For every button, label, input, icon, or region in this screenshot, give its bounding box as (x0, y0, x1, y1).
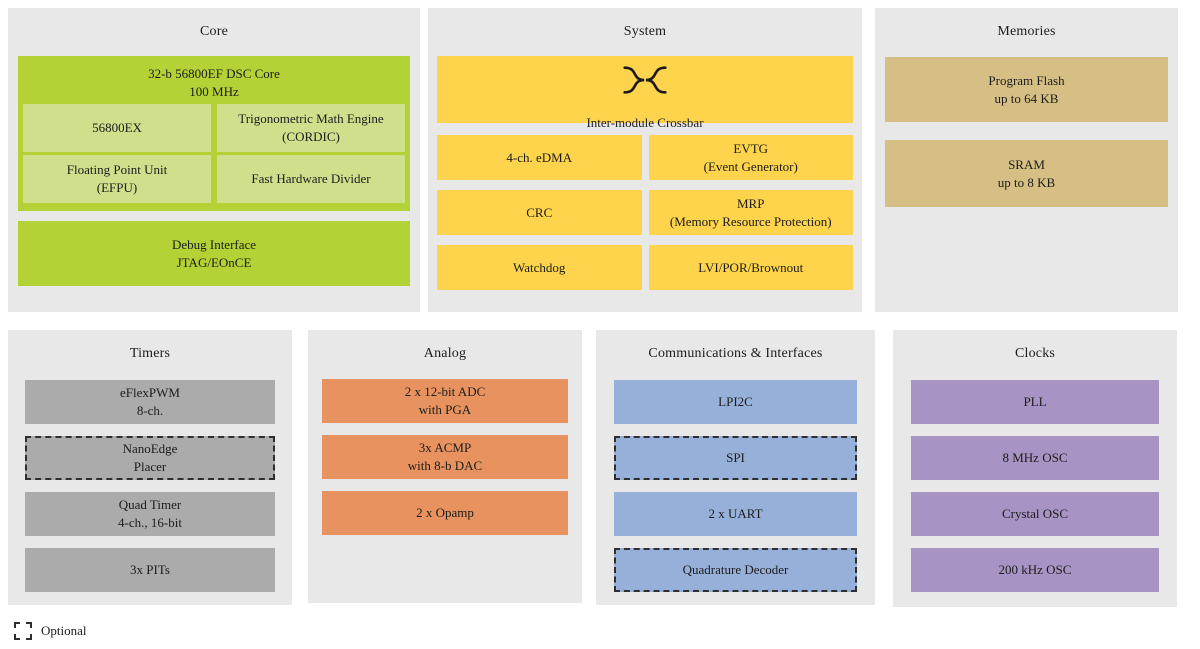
block-crystal-osc: Crystal OSC (911, 492, 1159, 536)
block-floating-point-unit: Floating Point Unit (EFPU) (23, 155, 211, 203)
crossbar-icon (618, 48, 672, 113)
block-program-flash: Program Flash up to 64 KB (885, 57, 1168, 122)
block-pll: PLL (911, 380, 1159, 424)
panel-analog: Analog 2 x 12-bit ADC with PGA 3x ACMP w… (308, 330, 582, 603)
block-8mhz-osc: 8 MHz OSC (911, 436, 1159, 480)
block-nanoedge-placer: NanoEdge Placer (25, 436, 275, 480)
block-lpi2c: LPI2C (614, 380, 857, 424)
block-evtg: EVTG (Event Generator) (648, 135, 853, 180)
block-200khz-osc: 200 kHz OSC (911, 548, 1159, 592)
block-watchdog: Watchdog (437, 245, 642, 290)
block-56800ex: 56800EX (23, 104, 211, 152)
block-eflexpwm: eFlexPWM 8-ch. (25, 380, 275, 424)
panel-clocks-title: Clocks (1014, 346, 1056, 361)
block-crc: CRC (437, 190, 642, 235)
block-lvi-por-brownout: LVI/POR/Brownout (648, 245, 853, 290)
panel-communications: Communications & Interfaces LPI2C SPI 2 … (596, 330, 875, 605)
panel-memories: Memories Program Flash up to 64 KB SRAM … (875, 8, 1178, 312)
core-sub-grid: 56800EX Trigonometric Math Engine (CORDI… (23, 104, 405, 203)
panel-core-title: Core (199, 24, 228, 39)
panel-communications-title: Communications & Interfaces (648, 346, 823, 361)
block-fast-hardware-divider: Fast Hardware Divider (217, 155, 405, 203)
block-sram: SRAM up to 8 KB (885, 140, 1168, 207)
block-debug-interface: Debug Interface JTAG/EOnCE (18, 221, 410, 286)
legend-optional: Optional (14, 622, 87, 640)
panel-memories-title: Memories (997, 24, 1056, 39)
panel-timers: Timers eFlexPWM 8-ch. NanoEdge Placer Qu… (8, 330, 292, 605)
panel-core: Core 32-b 56800EF DSC Core 100 MHz 56800… (8, 8, 420, 312)
block-inter-module-crossbar: Inter-module Crossbar (437, 56, 853, 130)
block-acmp: 3x ACMP with 8-b DAC (322, 435, 568, 479)
block-quadrature-decoder: Quadrature Decoder (614, 548, 857, 592)
block-uart: 2 x UART (614, 492, 857, 536)
block-pits: 3x PITs (25, 548, 275, 592)
block-quad-timer: Quad Timer 4-ch., 16-bit (25, 492, 275, 536)
optional-dashed-box-icon (14, 622, 32, 640)
panel-timers-title: Timers (129, 346, 171, 361)
panel-system: System Inter-module Crossbar 4-ch. eDMA … (428, 8, 862, 312)
legend-optional-label: Optional (41, 623, 87, 638)
block-dsc-core: 32-b 56800EF DSC Core 100 MHz 56800EX Tr… (18, 56, 410, 211)
block-adc: 2 x 12-bit ADC with PGA (322, 379, 568, 423)
block-opamp: 2 x Opamp (322, 491, 568, 535)
panel-clocks: Clocks PLL 8 MHz OSC Crystal OSC 200 kHz… (893, 330, 1177, 607)
crossbar-label: Inter-module Crossbar (586, 114, 704, 130)
system-grid: 4-ch. eDMA EVTG (Event Generator) CRC MR… (437, 135, 853, 290)
block-mrp: MRP (Memory Resource Protection) (648, 190, 853, 235)
panel-system-title: System (623, 24, 667, 39)
panel-analog-title: Analog (423, 346, 467, 361)
block-spi: SPI (614, 436, 857, 480)
block-trig-math-engine: Trigonometric Math Engine (CORDIC) (217, 104, 405, 152)
block-edma: 4-ch. eDMA (437, 135, 642, 180)
dsc-core-label: 32-b 56800EF DSC Core 100 MHz (148, 65, 280, 99)
